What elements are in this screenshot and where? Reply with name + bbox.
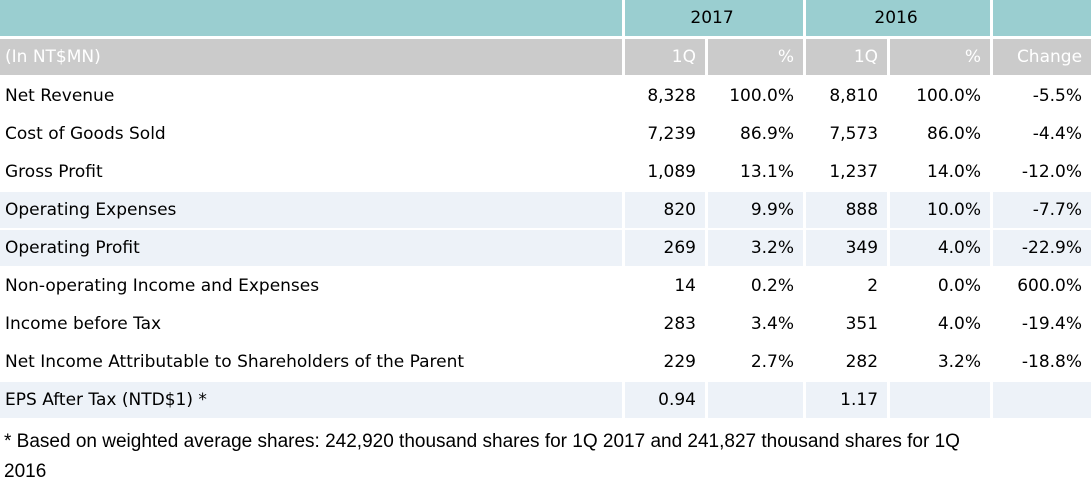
- value-1q-2016: 888: [806, 192, 891, 230]
- value-change: -19.4%: [993, 306, 1091, 344]
- col-header-1q-2017: 1Q: [625, 39, 708, 78]
- value-1q-2016: 8,810: [806, 78, 891, 116]
- row-label: Net Income Attributable to Shareholders …: [0, 344, 625, 382]
- value-pct-2017: 2.7%: [708, 344, 807, 382]
- footnote-line1: * Based on weighted average shares: 242,…: [4, 431, 960, 452]
- value-pct-2017: 100.0%: [708, 78, 807, 116]
- table-row: Cost of Goods Sold 7,239 86.9% 7,573 86.…: [0, 116, 1091, 154]
- value-pct-2017: 3.4%: [708, 306, 807, 344]
- value-pct-2016: 0.0%: [890, 268, 994, 306]
- value-1q-2016: 1.17: [806, 382, 891, 420]
- value-pct-2017: 13.1%: [708, 154, 807, 192]
- table-row: Operating Expenses 820 9.9% 888 10.0% -7…: [0, 192, 1091, 230]
- value-1q-2017: 0.94: [625, 382, 708, 420]
- value-pct-2016: 86.0%: [890, 116, 994, 154]
- column-header-row: (In NT$MN) 1Q % 1Q % Change: [0, 39, 1091, 78]
- value-pct-2016: [890, 382, 994, 420]
- value-1q-2016: 2: [806, 268, 891, 306]
- value-pct-2017: [708, 382, 807, 420]
- value-pct-2016: 14.0%: [890, 154, 994, 192]
- value-pct-2016: 10.0%: [890, 192, 994, 230]
- value-1q-2017: 8,328: [625, 78, 708, 116]
- value-1q-2017: 820: [625, 192, 708, 230]
- value-change: -5.5%: [993, 78, 1091, 116]
- row-label: Net Revenue: [0, 78, 625, 116]
- col-header-pct-2016: %: [890, 39, 994, 78]
- row-label: Operating Expenses: [0, 192, 625, 230]
- col-header-pct-2017: %: [708, 39, 807, 78]
- unit-label: (In NT$MN): [0, 39, 625, 78]
- value-1q-2017: 7,239: [625, 116, 708, 154]
- value-1q-2016: 349: [806, 230, 891, 268]
- table-row: Net Revenue 8,328 100.0% 8,810 100.0% -5…: [0, 78, 1091, 116]
- value-1q-2016: 7,573: [806, 116, 891, 154]
- value-change: -12.0%: [993, 154, 1091, 192]
- col-header-1q-2016: 1Q: [806, 39, 891, 78]
- value-pct-2016: 3.2%: [890, 344, 994, 382]
- row-label: Income before Tax: [0, 306, 625, 344]
- year-header-spacer-right: [993, 0, 1091, 39]
- value-pct-2016: 4.0%: [890, 306, 994, 344]
- value-1q-2016: 282: [806, 344, 891, 382]
- value-change: -22.9%: [993, 230, 1091, 268]
- row-label: Operating Profit: [0, 230, 625, 268]
- col-header-change: Change: [993, 39, 1091, 78]
- value-pct-2016: 100.0%: [890, 78, 994, 116]
- value-change: [993, 382, 1091, 420]
- table-row: Gross Profit 1,089 13.1% 1,237 14.0% -12…: [0, 154, 1091, 192]
- table-row: Net Income Attributable to Shareholders …: [0, 344, 1091, 382]
- value-change: 600.0%: [993, 268, 1091, 306]
- value-change: -7.7%: [993, 192, 1091, 230]
- value-1q-2016: 1,237: [806, 154, 891, 192]
- value-pct-2017: 9.9%: [708, 192, 807, 230]
- row-label: EPS After Tax (NTD$1) *: [0, 382, 625, 420]
- row-label: Cost of Goods Sold: [0, 116, 625, 154]
- value-change: -4.4%: [993, 116, 1091, 154]
- year-header-spacer-left: [0, 0, 625, 39]
- value-1q-2017: 229: [625, 344, 708, 382]
- value-change: -18.8%: [993, 344, 1091, 382]
- table-row: Non-operating Income and Expenses 14 0.2…: [0, 268, 1091, 306]
- value-1q-2017: 14: [625, 268, 708, 306]
- year-header-row: 2017 2016: [0, 0, 1091, 39]
- table-row: Operating Profit 269 3.2% 349 4.0% -22.9…: [0, 230, 1091, 268]
- year-header-2016: 2016: [806, 0, 994, 39]
- footnote: * Based on weighted average shares: 242,…: [0, 420, 1091, 487]
- row-label: Gross Profit: [0, 154, 625, 192]
- value-1q-2017: 283: [625, 306, 708, 344]
- value-1q-2017: 1,089: [625, 154, 708, 192]
- table-row: EPS After Tax (NTD$1) * 0.94 1.17: [0, 382, 1091, 420]
- value-pct-2017: 0.2%: [708, 268, 807, 306]
- year-header-2017: 2017: [625, 0, 807, 39]
- table-row: Income before Tax 283 3.4% 351 4.0% -19.…: [0, 306, 1091, 344]
- value-1q-2016: 351: [806, 306, 891, 344]
- value-pct-2016: 4.0%: [890, 230, 994, 268]
- value-pct-2017: 3.2%: [708, 230, 807, 268]
- financial-results-table: 2017 2016 (In NT$MN) 1Q % 1Q % Change Ne…: [0, 0, 1091, 420]
- footnote-line2: 2016: [4, 461, 47, 482]
- value-1q-2017: 269: [625, 230, 708, 268]
- row-label: Non-operating Income and Expenses: [0, 268, 625, 306]
- value-pct-2017: 86.9%: [708, 116, 807, 154]
